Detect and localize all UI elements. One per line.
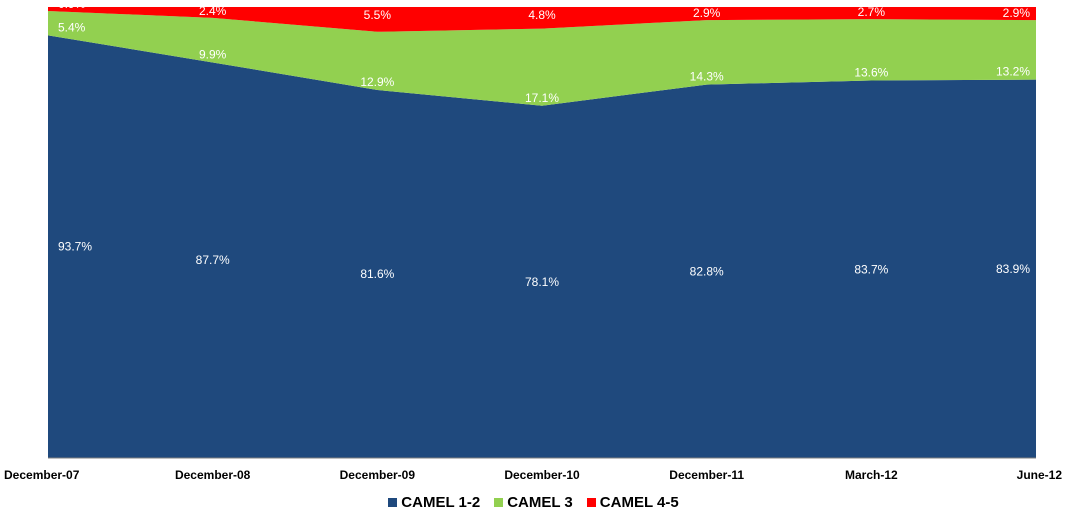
legend-swatch-camel-3	[494, 498, 504, 507]
data-label-camel-3-6: 13.2%	[996, 65, 1030, 79]
data-label-camel-1-2-1: 87.7%	[196, 253, 230, 267]
legend-label-camel-1-2: CAMEL 1-2	[401, 494, 481, 511]
legend-swatch-camel-1-2	[388, 498, 398, 507]
data-label-camel-1-2-2: 81.6%	[360, 267, 394, 281]
data-label-camel-1-2-5: 83.7%	[854, 262, 888, 276]
legend-item-camel-3: CAMEL 3	[494, 494, 573, 511]
data-label-camel-4-5-1: 2.4%	[199, 4, 227, 18]
area-camel-1-2	[48, 35, 1036, 459]
data-label-camel-1-2-4: 82.8%	[690, 264, 724, 278]
data-label-camel-4-5-0: 0.9%	[58, 0, 86, 11]
legend-label-camel-4-5: CAMEL 4-5	[599, 494, 679, 511]
area-camel-3	[48, 11, 1036, 106]
data-label-camel-3-5: 13.6%	[854, 66, 888, 80]
x-tick-label-1: December-08	[175, 468, 251, 482]
legend: CAMEL 1-2 CAMEL 3 CAMEL 4-5	[0, 494, 1067, 511]
data-label-camel-4-5-2: 5.5%	[364, 8, 392, 22]
data-label-camel-4-5-5: 2.7%	[858, 5, 886, 19]
legend-item-camel-4-5: CAMEL 4-5	[586, 494, 679, 511]
x-tick-label-2: December-09	[340, 468, 416, 482]
data-label-camel-1-2-6: 83.9%	[996, 262, 1030, 276]
data-label-camel-1-2-0: 93.7%	[58, 240, 92, 254]
x-tick-label-0: December-07	[4, 468, 80, 482]
x-tick-label-3: December-10	[504, 468, 580, 482]
data-label-camel-3-3: 17.1%	[525, 91, 559, 105]
legend-label-camel-3: CAMEL 3	[507, 494, 573, 511]
data-label-camel-1-2-3: 78.1%	[525, 275, 559, 289]
x-tick-label-6: June-12	[1017, 468, 1063, 482]
data-label-camel-3-4: 14.3%	[690, 70, 724, 84]
x-tick-label-4: December-11	[669, 468, 744, 482]
legend-swatch-camel-4-5	[586, 498, 596, 507]
area-camel-4-5	[48, 7, 1036, 32]
data-label-camel-4-5-3: 4.8%	[528, 8, 556, 22]
data-label-camel-3-0: 5.4%	[58, 20, 86, 34]
data-label-camel-4-5-4: 2.9%	[693, 6, 721, 20]
data-label-camel-4-5-6: 2.9%	[1003, 6, 1031, 20]
data-label-camel-3-1: 9.9%	[199, 47, 227, 61]
x-tick-label-5: March-12	[845, 468, 898, 482]
data-label-camel-3-2: 12.9%	[360, 75, 394, 89]
legend-item-camel-1-2: CAMEL 1-2	[388, 494, 480, 511]
